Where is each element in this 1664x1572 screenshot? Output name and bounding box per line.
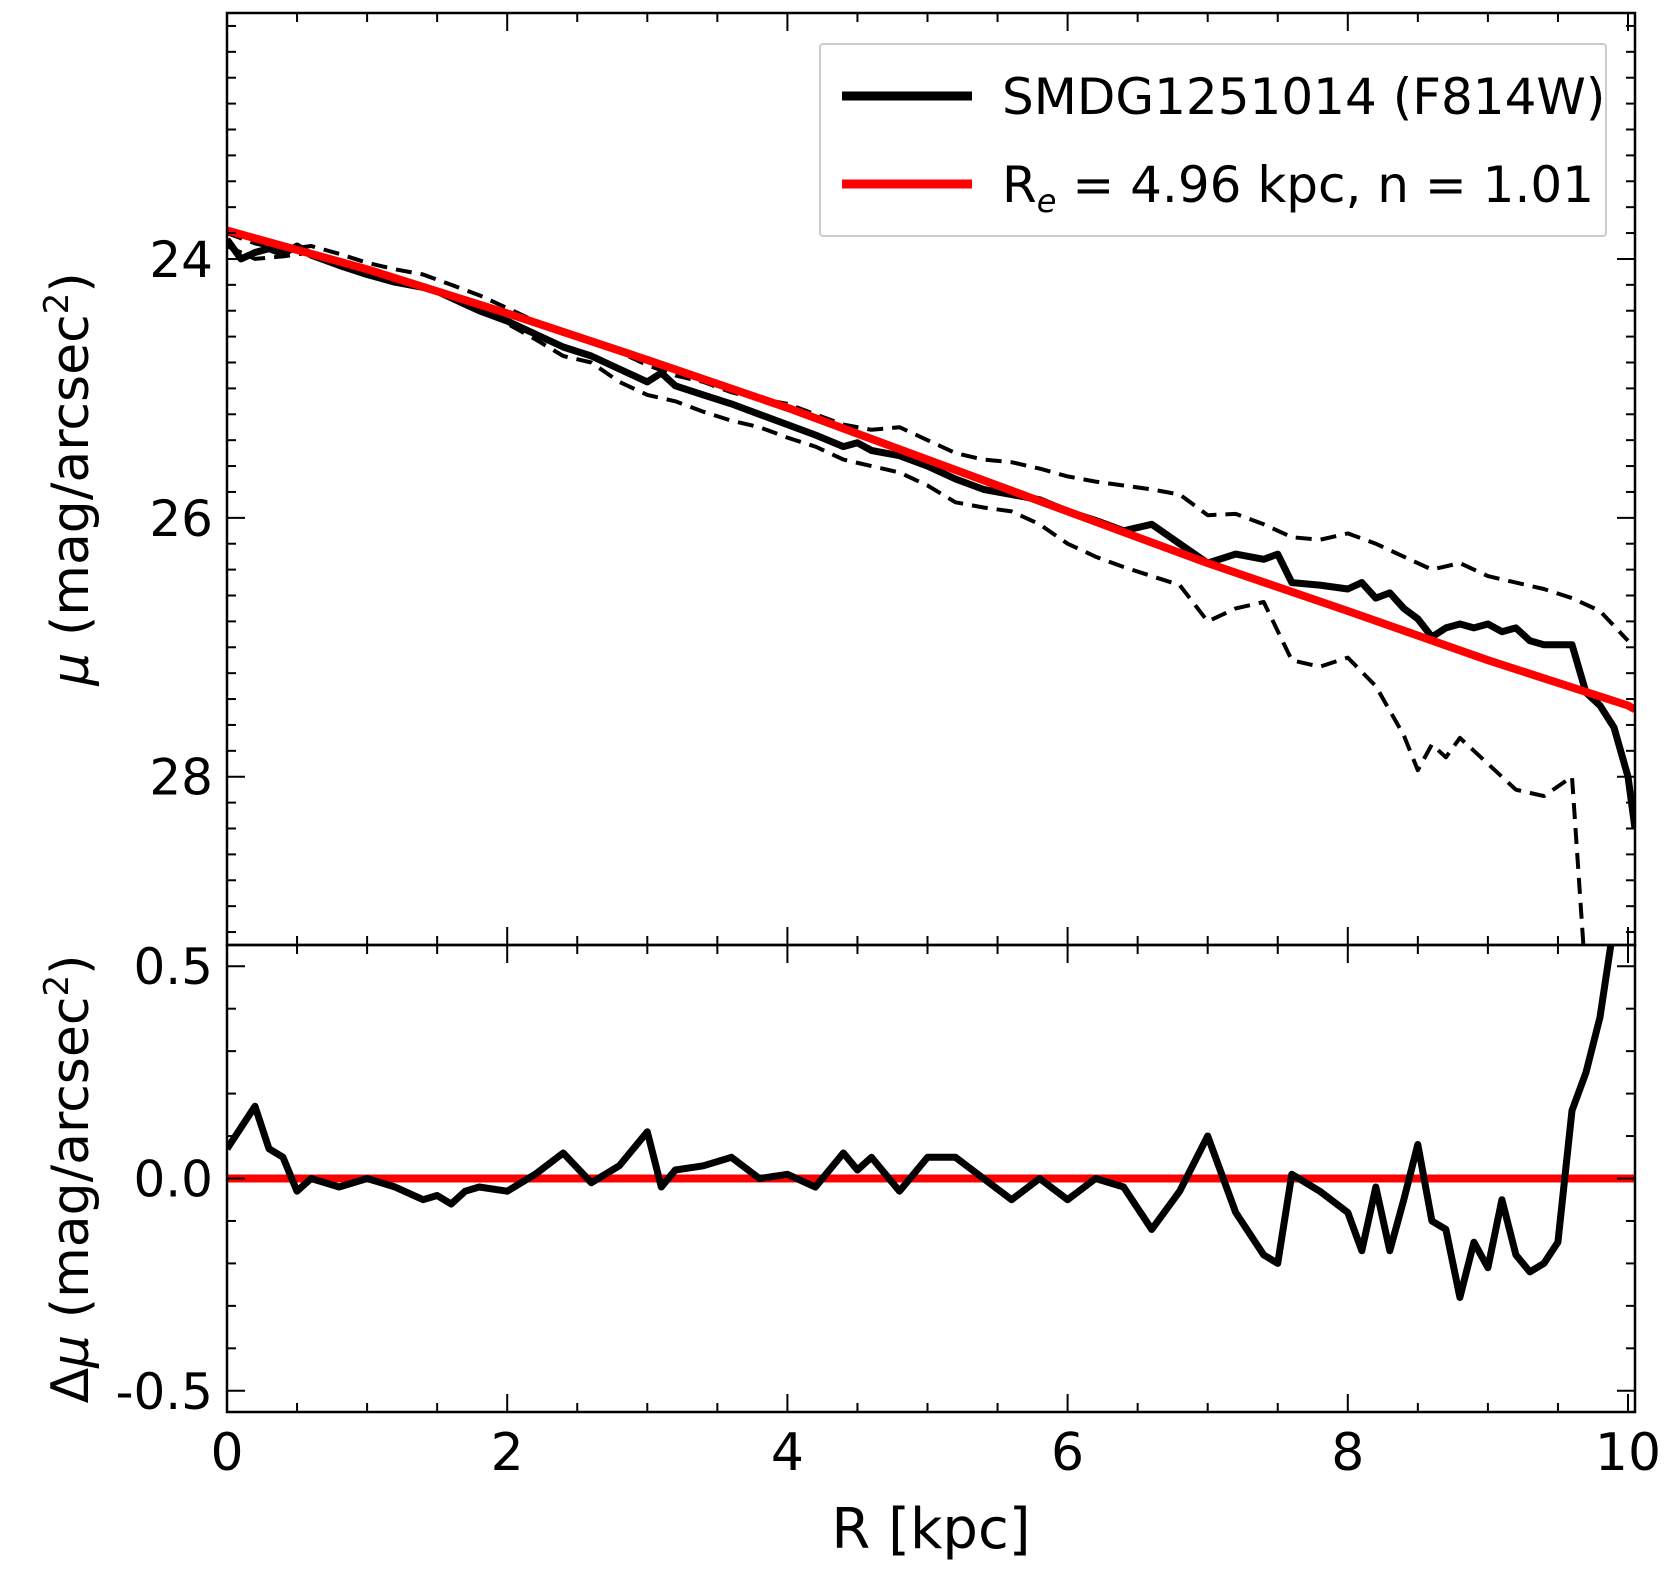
residual-y-tick-label: -0.5 [115,1363,213,1421]
profile-y-tick-labels: 24 26 28 [149,231,213,807]
x-tick-label: 4 [771,1423,804,1483]
profile-series-s-rsic-fit [227,226,1635,713]
profile-panel: 24 26 28 μ (mag/arcsec2) SMDG1251014 (F814… [37,11,1637,947]
residual-y-axis-label: Δμ (mag/arcsec2) [37,955,101,1404]
x-tick-label: 0 [210,1423,243,1483]
residual-y-tick-labels: 0.5 0.0 -0.5 [115,938,213,1421]
x-axis-label: R [kpc] [831,1497,1030,1562]
profile-series-lower-bound [227,244,1586,945]
profile-y-tick-label: 24 [149,231,213,289]
legend-label-fit: Re = 4.96 kpc, n = 1.01 [1002,156,1594,220]
x-tick-labels: 0 2 4 6 8 10 [210,1423,1661,1483]
profile-series-upper-bound [227,231,1630,643]
residual-y-tick-label: 0.5 [133,938,213,996]
residual-lines [227,945,1635,1301]
residual-panel: 0.5 0.0 -0.5 0 2 4 6 8 10 Δμ (mag/arcsec2) R [k… [37,938,1661,1562]
profile-series-smdg1251014-f814w- [227,237,1635,829]
legend: SMDG1251014 (F814W) Re = 4.96 kpc, n = 1… [819,43,1607,237]
profile-y-tick-label: 28 [149,749,213,807]
x-tick-label: 10 [1595,1423,1661,1483]
residual-series-residual [227,945,1615,1301]
profile-y-axis-label: μ (mag/arcsec2) [37,272,101,686]
legend-label-profile: SMDG1251014 (F814W) [1002,68,1605,126]
profile-lines [227,226,1635,945]
legend-box [819,43,1607,237]
profile-y-tick-label: 26 [149,490,213,548]
x-tick-label: 2 [491,1423,524,1483]
residual-plot-frame [225,943,1637,1414]
x-tick-label: 6 [1051,1423,1084,1483]
x-tick-label: 8 [1331,1423,1364,1483]
residual-y-tick-label: 0.0 [133,1151,213,1209]
profile-ticks [226,13,1635,945]
